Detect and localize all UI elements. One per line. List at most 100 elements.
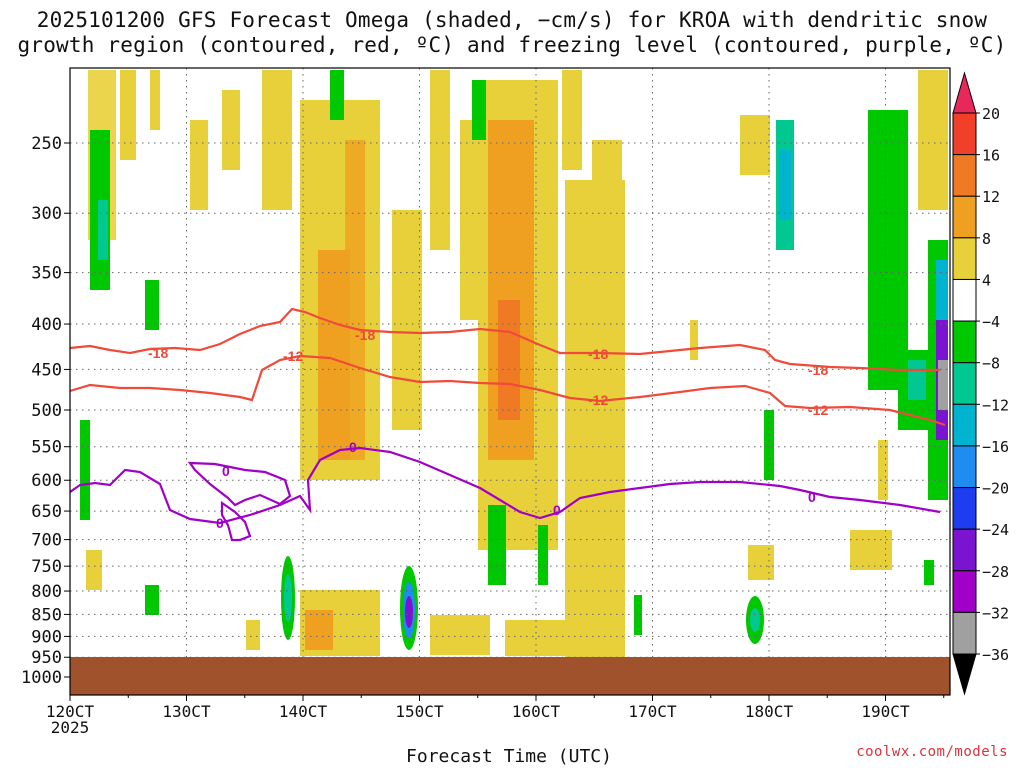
omega-shading [80, 70, 948, 660]
omega-area [246, 620, 260, 650]
x-tick-label: 140CT [279, 702, 328, 721]
y-axis: 2503003504004505005506006507007508008509… [21, 134, 70, 688]
omega-area [86, 550, 102, 590]
y-tick-label: 600 [31, 471, 62, 491]
omega-area [472, 80, 486, 140]
colorbar-swatch [952, 154, 977, 197]
omega-area [779, 150, 791, 220]
colorbar-label: −28 [982, 563, 1009, 581]
chart-title-line2: growth region (contoured, red, ºC) and f… [17, 33, 1007, 57]
omega-area [190, 120, 208, 210]
watermark: coolwx.com/models [856, 744, 1008, 760]
y-tick-label: 750 [31, 557, 62, 577]
contour-label: 0 [808, 489, 816, 505]
omega-area [924, 560, 934, 585]
colorbar-swatch [952, 112, 977, 156]
omega-area [262, 70, 292, 210]
colorbar-swatch [952, 528, 977, 572]
omega-area [392, 210, 422, 430]
plot-frame [69, 67, 951, 696]
omega-area [150, 70, 160, 130]
omega-area [868, 110, 908, 390]
x-axis-title: Forecast Time (UTC) [406, 746, 612, 767]
x-tick-label: 150CT [395, 702, 444, 721]
omega-area [222, 90, 240, 170]
y-tick-label: 450 [31, 360, 62, 380]
y-tick-label: 500 [31, 401, 62, 421]
y-tick-label: 700 [31, 531, 62, 551]
colorbar-label: 20 [982, 105, 1000, 123]
colorbar-label: −20 [982, 480, 1009, 498]
omega-area [430, 615, 490, 655]
x-tick-label: 130CT [162, 702, 211, 721]
colorbar-label: −16 [982, 438, 1009, 456]
x-tick-label: 190CT [861, 702, 910, 721]
colorbar-swatch [952, 237, 977, 280]
omega-area [538, 525, 548, 585]
omega-area [460, 120, 480, 320]
y-tick-label: 1000 [21, 668, 62, 688]
x-tick-label: 120CT [46, 702, 95, 721]
omega-area [938, 360, 948, 410]
colorbar-label: 12 [982, 188, 1000, 206]
colorbar-label: 8 [982, 230, 991, 248]
contour-label: -12 [588, 392, 608, 408]
colorbar-label: 16 [982, 147, 1000, 165]
contour-label: 0 [349, 439, 357, 455]
contour-label: -18 [355, 327, 375, 343]
y-tick-label: 800 [31, 582, 62, 602]
omega-area [145, 585, 159, 615]
omega-area [98, 200, 108, 260]
colorbar-swatch [952, 570, 977, 613]
contour-label: -12 [808, 402, 828, 418]
x-tick-label: 160CT [512, 702, 561, 721]
red-contour-minus12 [70, 354, 946, 427]
colorbar-swatch [952, 320, 977, 364]
colorbar-label: −8 [982, 355, 1000, 373]
contour-label: -18 [588, 346, 608, 362]
ground-surface [70, 657, 950, 695]
omega-area [562, 70, 582, 170]
omega-area [498, 300, 520, 420]
colorbar-swatch [952, 611, 977, 655]
colorbar-swatch [952, 445, 977, 489]
omega-area [634, 595, 642, 635]
y-tick-label: 550 [31, 438, 62, 458]
contour-label: 0 [553, 502, 561, 518]
colorbar-swatch [952, 195, 977, 239]
contour-label: -12 [283, 348, 303, 364]
omega-area [918, 70, 948, 210]
omega-area [80, 420, 90, 520]
colorbar-label: −32 [982, 604, 1009, 622]
y-tick-label: 400 [31, 315, 62, 335]
colorbar-label: 4 [982, 271, 991, 289]
x-axis: 120CT 130CT 140CT 150CT 160CT 170CT 180CT 190CT… [46, 695, 945, 737]
contour-label: -18 [808, 362, 828, 378]
omega-area [592, 140, 622, 280]
colorbar-label: −36 [982, 646, 1009, 664]
omega-area [764, 410, 774, 480]
omega-area [690, 320, 698, 360]
omega-area [318, 250, 350, 460]
omega-area [345, 140, 365, 460]
y-tick-label: 250 [31, 134, 62, 154]
purple-contour-zero [187, 461, 292, 507]
red-contour-minus18 [70, 307, 940, 372]
omega-area [750, 608, 760, 632]
omega-area [505, 620, 565, 656]
omega-area [488, 505, 506, 585]
omega-area [330, 70, 344, 120]
omega-area [405, 596, 413, 628]
omega-area [305, 610, 333, 650]
colorbar-swatch [952, 71, 977, 114]
colorbar-swatch [952, 653, 977, 696]
colorbar-label: −24 [982, 521, 1009, 539]
omega-area [430, 70, 450, 250]
x-tick-label: 180CT [745, 702, 794, 721]
omega-area [878, 440, 888, 500]
dendritic-contours [70, 307, 946, 427]
x-tick-label: 170CT [628, 702, 677, 721]
omega-area [145, 280, 159, 330]
chart-title-line1: 2025101200 GFS Forecast Omega (shaded, −… [36, 8, 988, 32]
omega-area [284, 574, 292, 622]
